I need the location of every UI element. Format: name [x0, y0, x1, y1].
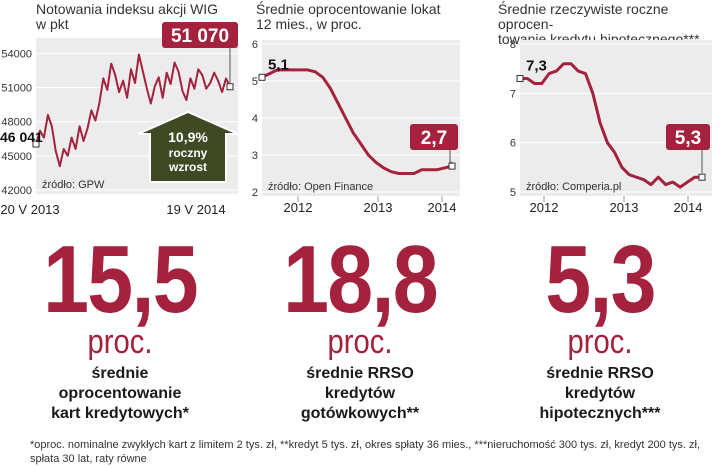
card-rate-desc: średnie oprocentowanie kart kredytowych* — [51, 365, 189, 422]
card-rate-block: 15,5 proc. średnie oprocentowanie kart k… — [0, 226, 240, 424]
y-tick-label: 3 — [252, 150, 258, 162]
card-rate-value: 15,5 — [43, 226, 199, 333]
source-label: źródło: Open Finance — [268, 181, 373, 193]
x-tick-label: 2014 — [674, 200, 703, 215]
start-marker — [516, 75, 524, 83]
y-tick-label: 54000 — [1, 48, 32, 60]
y-tick-label: 2 — [252, 187, 258, 199]
mortgage-chart: 5 6 7 8 2012 2013 2014 źródło: Comperia.pl 5,3 7,… — [510, 39, 712, 215]
wig-chart-title: Notowania indeksu akcji WIG w pkt — [36, 1, 219, 32]
x-tick-label: 2013 — [610, 200, 639, 215]
series-line — [35, 53, 231, 168]
start-value: 46 041 — [0, 129, 43, 145]
growth-label-1: roczny — [169, 146, 208, 160]
up-arrow-icon — [137, 110, 239, 183]
mortgage-rrso-unit: proc. — [567, 323, 633, 361]
y-tick-label: 4 — [252, 113, 258, 125]
wig-chart: 42000 45000 48000 51000 54000 20 V 2013 19 V 2… — [0, 22, 239, 217]
y-tick-label: 51000 — [1, 83, 32, 95]
y-tick-label: 5 — [252, 76, 258, 88]
y-tick-label: 7 — [510, 88, 516, 100]
start-value: 5,1 — [268, 56, 289, 73]
callout-value: 51 070 — [171, 26, 229, 47]
cash-loan-desc: średnie RRSO kredytów gotówkowych** — [300, 365, 420, 422]
end-marker — [698, 173, 706, 181]
growth-label-2: wzrost — [168, 160, 207, 174]
wig-chart-panel: Notowania indeksu akcji WIG w pkt 42000 4… — [0, 0, 239, 230]
callout-value: 5,3 — [675, 128, 701, 149]
deposits-chart: 2 3 4 5 6 2012 2013 2014 źródło: Open Finance 2,7… — [252, 39, 460, 215]
x-tick-label: 2013 — [364, 200, 393, 215]
x-tick-label: 2012 — [284, 200, 313, 215]
end-marker — [226, 83, 234, 91]
growth-percent: 10,9% — [168, 129, 208, 145]
y-tick-label: 6 — [510, 138, 516, 150]
series-line — [261, 68, 453, 175]
y-tick-label: 45000 — [1, 151, 32, 163]
y-tick-label: 8 — [510, 39, 516, 51]
y-tick-label: 48000 — [1, 117, 32, 129]
callout-value: 2,7 — [421, 128, 447, 149]
callout-box — [162, 22, 238, 48]
x-tick-label: 2012 — [530, 200, 559, 215]
x-tick-label: 19 V 2014 — [166, 202, 225, 217]
y-tick-label: 6 — [252, 39, 258, 51]
mortgage-rrso-block: 5,3 proc. średnie RRSO kredytów hipotecz… — [480, 226, 720, 424]
end-marker — [448, 162, 456, 170]
source-label: źródło: GPW — [42, 179, 105, 191]
y-tick-label: 5 — [510, 187, 516, 199]
callout-box — [410, 124, 458, 150]
callout-box — [666, 124, 710, 150]
mortgage-chart-panel: Średnie rzeczywiste roczne oprocen- towa… — [490, 0, 718, 230]
deposits-chart-title: Średnie oprocentowanie lokat 12 mies., w… — [256, 1, 441, 32]
x-tick-label: 20 V 2013 — [0, 202, 59, 217]
cash-loan-unit: proc. — [327, 323, 393, 361]
start-value: 7,3 — [526, 58, 547, 75]
callout-leader — [449, 150, 452, 163]
start-marker — [258, 73, 266, 81]
cash-loan-block: 18,8 proc. średnie RRSO kredytów gotówko… — [240, 226, 480, 424]
cash-loan-value: 18,8 — [283, 226, 439, 333]
x-tick-label: 2014 — [428, 200, 457, 215]
start-marker — [32, 140, 40, 148]
mortgage-rrso-desc: średnie RRSO kredytów hipotecznych*** — [539, 365, 661, 422]
card-rate-unit: proc. — [87, 323, 153, 361]
series-line — [520, 62, 702, 189]
footnote: *oproc. nominalne zwykłych kart z limite… — [30, 439, 701, 465]
plot-background — [520, 40, 712, 196]
y-tick-label: 42000 — [1, 185, 32, 197]
deposits-chart-panel: Średnie oprocentowanie lokat 12 mies., w… — [248, 0, 476, 230]
source-label: źródło: Comperia.pl — [526, 181, 621, 193]
mortgage-rrso-value: 5,3 — [545, 226, 656, 333]
